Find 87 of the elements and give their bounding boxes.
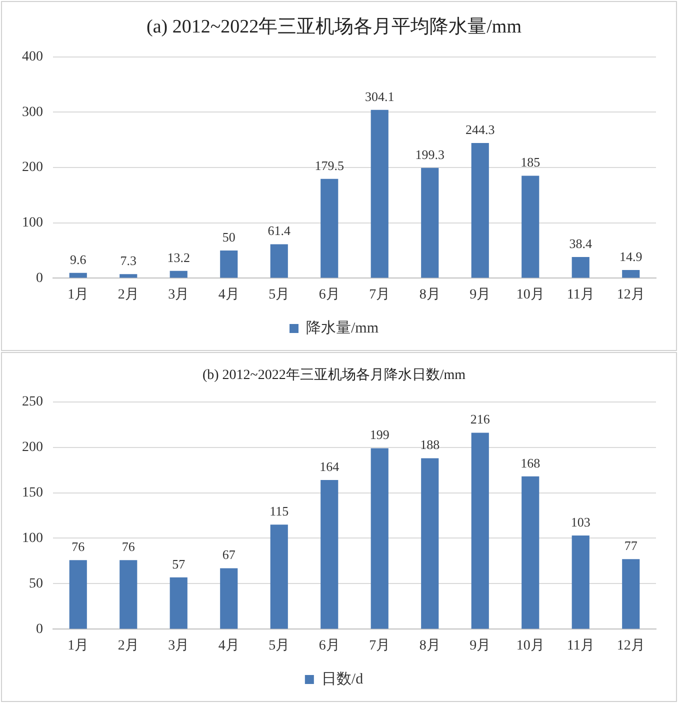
data-label: 188 — [420, 437, 440, 452]
data-label: 199 — [370, 427, 390, 442]
y-tick-label: 100 — [22, 216, 43, 231]
data-label: 76 — [72, 538, 86, 554]
bar — [471, 142, 489, 278]
data-label: 77 — [624, 538, 638, 554]
data-label: 61.4 — [268, 223, 291, 238]
data-label: 13.2 — [167, 250, 190, 265]
y-tick-label: 150 — [22, 485, 43, 500]
x-tick-label: 2月 — [118, 638, 139, 654]
legend-label: 降水量/mm — [306, 319, 379, 336]
x-tick-label: 7月 — [369, 638, 390, 654]
x-tick-label: 4月 — [218, 287, 240, 302]
bar — [320, 178, 338, 278]
data-label: 179.5 — [314, 158, 344, 173]
data-label: 115 — [270, 504, 289, 519]
bar — [69, 560, 87, 629]
x-tick-label: 1月 — [68, 287, 89, 302]
x-tick-label: 3月 — [168, 287, 190, 302]
y-tick-label: 0 — [36, 622, 43, 637]
bar — [622, 270, 640, 278]
bar — [522, 476, 540, 629]
data-label: 14.9 — [620, 248, 642, 264]
data-label: 9.6 — [70, 252, 87, 267]
x-tick-label: 6月 — [318, 638, 340, 654]
data-label: 7.3 — [120, 253, 136, 268]
y-tick-label: 400 — [22, 49, 43, 64]
bar — [69, 272, 87, 278]
x-tick-label: 12月 — [616, 638, 645, 654]
y-tick-label: 200 — [22, 160, 43, 176]
y-tick-label: 250 — [22, 394, 43, 410]
x-tick-label: 4月 — [218, 638, 240, 654]
x-tick-label: 10月 — [516, 638, 544, 654]
data-label: 185 — [520, 154, 540, 170]
chart-title: (a) 2012~2022年三亚机场各月平均降水量/mm — [146, 16, 522, 38]
data-label: 38.4 — [569, 236, 592, 251]
y-tick-label: 50 — [29, 576, 43, 592]
x-tick-label: 10月 — [516, 287, 544, 302]
bar — [270, 524, 288, 629]
x-tick-label: 9月 — [470, 638, 491, 654]
bar — [471, 432, 489, 629]
y-tick-label: 100 — [22, 530, 43, 546]
bar — [170, 577, 188, 629]
data-label: 67 — [222, 547, 236, 562]
x-tick-label: 8月 — [419, 638, 440, 654]
bar — [522, 176, 540, 278]
x-tick-label: 5月 — [268, 638, 290, 654]
chart-title: (b) 2012~2022年三亚机场各月降水日数/mm — [202, 367, 466, 384]
data-label: 168 — [520, 455, 540, 470]
x-tick-label: 7月 — [369, 287, 390, 302]
x-tick-label: 5月 — [268, 287, 290, 302]
data-label: 199.3 — [415, 146, 444, 162]
data-label: 103 — [570, 514, 590, 530]
legend-label: 日数/d — [321, 671, 364, 688]
x-tick-label: 11月 — [566, 638, 594, 654]
y-tick-label: 0 — [36, 270, 43, 286]
bar — [220, 250, 238, 278]
y-tick-label: 300 — [22, 104, 43, 120]
data-label: 76 — [122, 538, 136, 554]
data-label: 50 — [222, 229, 236, 244]
data-label: 244.3 — [466, 122, 495, 137]
x-tick-label: 6月 — [318, 287, 340, 302]
bar — [120, 274, 138, 278]
bar — [421, 168, 439, 278]
x-tick-label: 8月 — [419, 287, 440, 302]
data-label: 164 — [320, 458, 340, 474]
bar — [120, 560, 138, 629]
data-label: 57 — [172, 556, 186, 572]
x-tick-label: 2月 — [118, 287, 139, 302]
bar — [370, 448, 388, 629]
bar — [170, 270, 188, 278]
bar — [320, 480, 338, 629]
bar — [572, 256, 590, 278]
bar — [421, 458, 439, 629]
bar — [572, 536, 590, 629]
data-label: 304.1 — [365, 88, 394, 104]
bar — [622, 559, 640, 629]
x-tick-label: 1月 — [68, 638, 89, 654]
x-tick-label: 9月 — [470, 287, 491, 302]
y-tick-label: 200 — [22, 440, 43, 455]
bar — [370, 110, 388, 278]
bar — [220, 568, 238, 629]
data-label: 216 — [470, 412, 490, 427]
x-tick-label: 11月 — [566, 287, 594, 302]
bar — [270, 244, 288, 278]
x-tick-label: 12月 — [616, 287, 645, 302]
x-tick-label: 3月 — [168, 638, 190, 654]
